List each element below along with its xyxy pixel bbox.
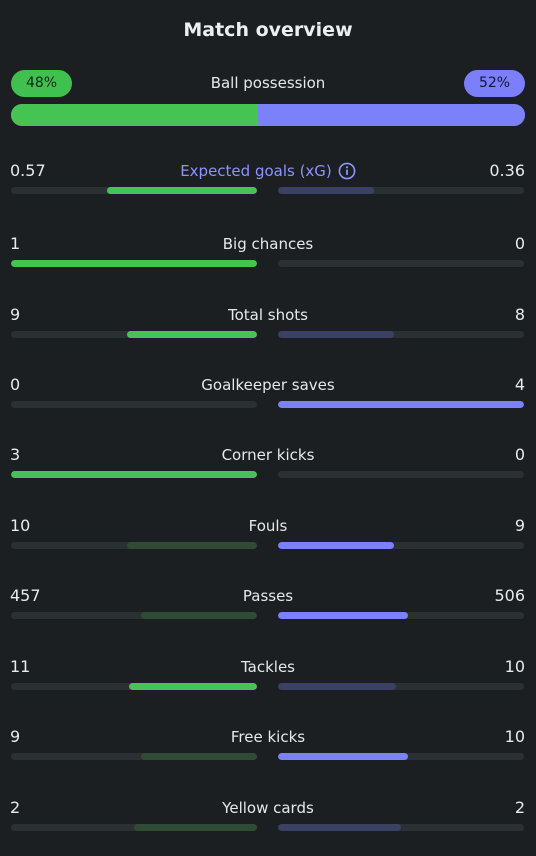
- stat-label-text: Total shots: [228, 306, 308, 324]
- home-stat-fill: [127, 542, 257, 549]
- stat-row: 9 Free kicks 10: [0, 727, 536, 777]
- stat-row: 1 Big chances 0: [0, 234, 536, 284]
- stat-row: 10 Fouls 9: [0, 516, 536, 566]
- home-possession-fill: [11, 104, 258, 126]
- home-stat-fill: [107, 187, 257, 194]
- home-stat-bar: [11, 187, 257, 194]
- home-stat-value: 2: [10, 798, 21, 817]
- stat-row: 3 Corner kicks 0: [0, 445, 536, 495]
- home-stat-value: 457: [10, 586, 41, 605]
- away-stat-fill: [278, 331, 394, 338]
- away-stat-value: 9: [514, 516, 525, 535]
- away-stat-bar: [278, 260, 524, 267]
- away-stat-bar: [278, 542, 524, 549]
- stat-label-text: Fouls: [248, 517, 288, 535]
- away-stat-value: 10: [504, 727, 525, 746]
- away-stat-fill: [278, 542, 394, 549]
- away-stat-fill: [278, 401, 524, 408]
- stat-row: 0 Goalkeeper saves 4: [0, 375, 536, 425]
- home-stat-fill: [134, 824, 257, 831]
- home-stat-fill: [141, 753, 257, 760]
- home-stat-value: 11: [10, 657, 31, 676]
- home-stat-bar: [11, 824, 257, 831]
- stat-label: Yellow cards: [0, 799, 536, 817]
- stat-row: 0.57 Expected goals (xG) 0.36: [0, 161, 536, 211]
- away-stat-bar: [278, 471, 524, 478]
- away-stat-bar: [278, 683, 524, 690]
- home-stat-bar: [11, 753, 257, 760]
- home-stat-fill: [141, 612, 257, 619]
- home-stat-value: 0.57: [10, 161, 46, 180]
- stat-label: Goalkeeper saves: [0, 376, 536, 394]
- stat-label-text: Passes: [242, 587, 294, 605]
- away-stat-value: 0: [514, 234, 525, 253]
- home-stat-bar: [11, 471, 257, 478]
- away-stat-bar: [278, 753, 524, 760]
- stat-label: Big chances: [0, 235, 536, 253]
- stat-label: Total shots: [0, 306, 536, 324]
- home-stat-bar: [11, 683, 257, 690]
- home-stat-value: 0: [10, 375, 21, 394]
- possession-bar: [11, 104, 525, 126]
- away-stat-value: 10: [504, 657, 525, 676]
- away-possession-badge: 52%: [464, 70, 525, 97]
- stat-label: Free kicks: [0, 728, 536, 746]
- away-stat-fill: [278, 753, 408, 760]
- possession-label: Ball possession: [210, 74, 326, 92]
- stat-row: 9 Total shots 8: [0, 305, 536, 355]
- home-stat-fill: [129, 683, 257, 690]
- home-stat-fill: [11, 260, 257, 267]
- away-stat-value: 4: [514, 375, 525, 394]
- away-stat-bar: [278, 331, 524, 338]
- home-stat-bar: [11, 401, 257, 408]
- stat-row: 2 Yellow cards 2: [0, 798, 536, 848]
- stat-row: 457 Passes 506: [0, 586, 536, 636]
- home-stat-bar: [11, 612, 257, 619]
- away-stat-bar: [278, 612, 524, 619]
- stat-label-text: Big chances: [222, 235, 314, 253]
- stat-label-text: Free kicks: [230, 728, 306, 746]
- stat-label: Expected goals (xG): [0, 162, 536, 180]
- stat-label-text: Goalkeeper saves: [201, 376, 335, 394]
- stat-label-text: Yellow cards: [222, 799, 314, 817]
- away-stat-value: 2: [514, 798, 525, 817]
- away-stat-fill: [278, 187, 374, 194]
- home-stat-value: 9: [10, 727, 21, 746]
- stat-label: Passes: [0, 587, 536, 605]
- away-stat-fill: [278, 824, 401, 831]
- home-stat-bar: [11, 331, 257, 338]
- away-stat-bar: [278, 187, 524, 194]
- away-stat-value: 0.36: [489, 161, 525, 180]
- home-stat-bar: [11, 260, 257, 267]
- away-stat-value: 506: [494, 586, 525, 605]
- home-stat-fill: [127, 331, 257, 338]
- away-stat-value: 0: [514, 445, 525, 464]
- stat-row: 11 Tackles 10: [0, 657, 536, 707]
- home-stat-fill: [11, 471, 257, 478]
- stat-label-text: Corner kicks: [221, 446, 315, 464]
- away-possession-fill: [258, 104, 525, 126]
- home-stat-value: 10: [10, 516, 31, 535]
- home-stat-bar: [11, 542, 257, 549]
- stat-label-text: Tackles: [240, 658, 296, 676]
- away-stat-bar: [278, 401, 524, 408]
- stat-label: Fouls: [0, 517, 536, 535]
- away-stat-bar: [278, 824, 524, 831]
- away-stat-fill: [278, 683, 396, 690]
- away-stat-value: 8: [514, 305, 525, 324]
- home-stat-value: 1: [10, 234, 21, 253]
- info-icon[interactable]: [338, 162, 356, 180]
- home-stat-value: 3: [10, 445, 21, 464]
- away-stat-fill: [278, 612, 408, 619]
- home-possession-badge: 48%: [11, 70, 72, 97]
- page-title: Match overview: [183, 19, 353, 41]
- home-stat-value: 9: [10, 305, 21, 324]
- stat-label-text: Expected goals (xG): [180, 162, 332, 180]
- stat-label: Corner kicks: [0, 446, 536, 464]
- stat-label: Tackles: [0, 658, 536, 676]
